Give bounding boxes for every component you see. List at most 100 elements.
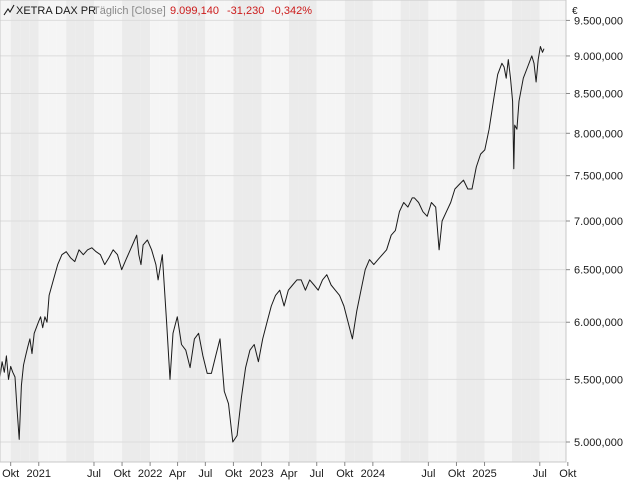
month-band bbox=[298, 0, 308, 462]
plot-frame bbox=[0, 0, 567, 463]
month-band bbox=[382, 0, 392, 462]
month-band bbox=[122, 0, 132, 462]
month-band bbox=[270, 0, 280, 462]
y-tick-label: 5.500,000 bbox=[574, 374, 623, 386]
x-tick-label: Jul bbox=[87, 468, 101, 480]
x-tick-label: Okt bbox=[559, 468, 576, 480]
y-tick-label: 5.000,000 bbox=[574, 437, 623, 449]
x-tick-label: Apr bbox=[169, 468, 186, 480]
change-absolute: -31,230 bbox=[227, 5, 264, 17]
month-band bbox=[252, 0, 262, 462]
month-band bbox=[316, 0, 327, 462]
month-band bbox=[502, 0, 512, 462]
x-tick-label: Jul bbox=[198, 468, 212, 480]
month-band bbox=[205, 0, 215, 462]
month-band bbox=[363, 0, 373, 462]
month-band bbox=[465, 0, 476, 462]
month-band bbox=[400, 0, 410, 462]
y-tick-label: 8.000,000 bbox=[574, 128, 623, 140]
month-band bbox=[140, 0, 151, 462]
month-band bbox=[419, 0, 429, 462]
change-percent: -0,342% bbox=[271, 5, 312, 17]
month-band bbox=[112, 0, 123, 462]
month-band bbox=[409, 0, 420, 462]
x-tick-label: Apr bbox=[280, 468, 297, 480]
month-band bbox=[484, 0, 494, 462]
month-band bbox=[224, 0, 234, 462]
month-band bbox=[354, 0, 364, 462]
y-tick-label: 6.500,000 bbox=[574, 265, 623, 277]
month-band bbox=[38, 0, 49, 462]
month-band bbox=[447, 0, 457, 462]
x-tick-label: 2025 bbox=[472, 468, 496, 480]
month-band bbox=[1, 0, 11, 462]
month-band bbox=[530, 0, 540, 462]
x-tick-label: Okt bbox=[2, 468, 19, 480]
month-band bbox=[521, 0, 531, 462]
month-band bbox=[539, 0, 550, 462]
month-band bbox=[549, 0, 559, 462]
month-band bbox=[0, 0, 2, 462]
x-tick-label: 2022 bbox=[138, 468, 162, 480]
month-band bbox=[29, 0, 39, 462]
month-band bbox=[84, 0, 94, 462]
last-value: 9.099,140 bbox=[170, 5, 219, 17]
plot-area bbox=[0, 46, 545, 443]
month-band bbox=[288, 0, 299, 462]
x-tick-label: 2021 bbox=[27, 468, 51, 480]
month-band bbox=[131, 0, 141, 462]
x-tick-label: Okt bbox=[225, 468, 242, 480]
month-band bbox=[326, 0, 336, 462]
month-band bbox=[391, 0, 401, 462]
month-band bbox=[103, 0, 113, 462]
horizontal-gridlines bbox=[0, 19, 566, 443]
month-band bbox=[233, 0, 243, 462]
month-band bbox=[20, 0, 30, 462]
month-band bbox=[159, 0, 169, 462]
month-band bbox=[186, 0, 197, 462]
month-band bbox=[558, 0, 566, 462]
x-tick-label: Jul bbox=[310, 468, 324, 480]
month-band bbox=[150, 0, 160, 462]
month-band bbox=[344, 0, 355, 462]
month-band bbox=[242, 0, 253, 462]
month-band bbox=[261, 0, 271, 462]
month-band bbox=[475, 0, 485, 462]
x-tick-label: Okt bbox=[336, 468, 353, 480]
x-tick-label: Okt bbox=[113, 468, 130, 480]
month-band bbox=[177, 0, 187, 462]
month-band bbox=[93, 0, 104, 462]
month-band bbox=[493, 0, 503, 462]
month-band bbox=[307, 0, 317, 462]
line-chart-icon bbox=[3, 4, 15, 16]
x-axis: Okt 2021 Jul Okt 2022 Apr Jul Okt 2023 Apr Jul Okt 2… bbox=[2, 462, 576, 480]
y-tick-label: 9.000,000 bbox=[574, 51, 623, 63]
x-tick-label: Jul bbox=[421, 468, 435, 480]
month-band bbox=[437, 0, 448, 462]
x-tick-label: 2024 bbox=[361, 468, 385, 480]
y-unit-label: € bbox=[572, 6, 578, 17]
month-band bbox=[10, 0, 21, 462]
y-axis: 5.000,000 5.500,000 6.000,000 6.500,000 7.00… bbox=[566, 15, 623, 449]
instrument-name: XETRA DAX PR bbox=[16, 5, 96, 17]
month-band bbox=[66, 0, 76, 462]
month-band bbox=[511, 0, 522, 462]
month-band bbox=[48, 0, 57, 462]
y-tick-label: 6.000,000 bbox=[574, 317, 623, 329]
y-tick-label: 9.500,000 bbox=[574, 15, 623, 27]
month-band bbox=[56, 0, 67, 462]
chart-header: XETRA DAX PR Täglich [Close] 9.099,140 -… bbox=[3, 4, 312, 17]
month-band bbox=[75, 0, 85, 462]
month-band bbox=[279, 0, 289, 462]
y-tick-label: 8.500,000 bbox=[574, 88, 623, 100]
y-tick-label: 7.500,000 bbox=[574, 171, 623, 183]
y-tick-label: 7.000,000 bbox=[574, 216, 623, 228]
month-band bbox=[428, 0, 438, 462]
series-line bbox=[0, 46, 545, 443]
month-band bbox=[196, 0, 206, 462]
x-tick-label: 2023 bbox=[249, 468, 273, 480]
x-tick-label: Jul bbox=[533, 468, 547, 480]
x-tick-label: Okt bbox=[448, 468, 465, 480]
